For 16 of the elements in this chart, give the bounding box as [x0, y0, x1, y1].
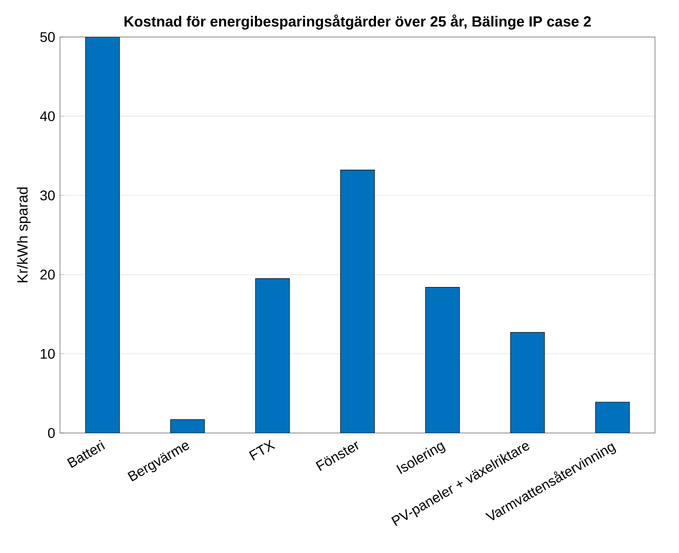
bar — [510, 332, 545, 433]
chart-title: Kostnad för energibesparingsåtgärder över 25 år, Bälinge IP case 2 — [124, 14, 591, 30]
y-tick-label: 40 — [40, 111, 55, 122]
bar — [595, 402, 630, 433]
x-tick-label: FTX — [248, 440, 276, 460]
y-tick-label: 20 — [40, 270, 55, 280]
y-tick-label: 0 — [48, 428, 55, 438]
bar — [85, 36, 120, 433]
bar — [255, 278, 290, 433]
y-tick-label: 10 — [40, 348, 55, 359]
y-tick-label: 50 — [40, 32, 55, 42]
bar — [425, 286, 460, 433]
y-axis-title: Kr/kWh sparad — [16, 187, 31, 282]
bar — [170, 419, 205, 433]
bar — [340, 170, 375, 433]
y-tick-label: 30 — [40, 190, 55, 200]
